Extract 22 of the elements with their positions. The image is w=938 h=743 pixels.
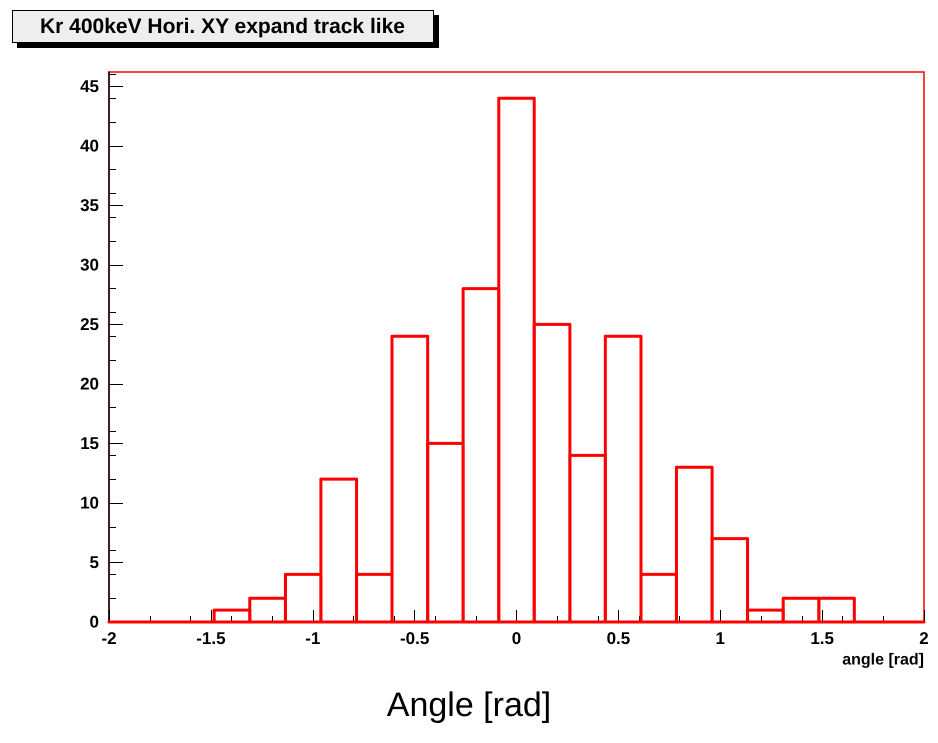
x-tick-label: 0 (512, 629, 522, 648)
y-tick-label: 35 (80, 196, 99, 215)
y-tick-label: 25 (80, 314, 99, 334)
y-tick-label: 30 (80, 255, 99, 274)
x-axis-title: angle [rad] (842, 652, 924, 668)
x-tick-label: -1.5 (196, 629, 226, 648)
x-tick-label: 1.5 (810, 629, 834, 648)
chart-title: Kr 400keV Hori. XY expand track like (40, 15, 405, 38)
text: Angle [rad] (386, 686, 552, 724)
x-tick-label: -0.5 (400, 629, 430, 648)
y-tick-label: 5 (90, 552, 99, 572)
y-tick-label: 45 (80, 76, 99, 96)
y-tick-label: 40 (80, 136, 99, 156)
y-tick-label: 10 (80, 493, 99, 512)
y-tick-label: 20 (80, 374, 99, 394)
y-tick-label: 15 (80, 434, 99, 453)
x-tick-label: -2 (101, 629, 117, 648)
x-tick-label: -1 (305, 629, 320, 648)
x-tick-label: 2 (919, 629, 929, 648)
y-tick-label: 0 (90, 612, 99, 632)
x-tick-label: 0.5 (606, 629, 630, 648)
x-tick-label: 1 (716, 629, 725, 648)
